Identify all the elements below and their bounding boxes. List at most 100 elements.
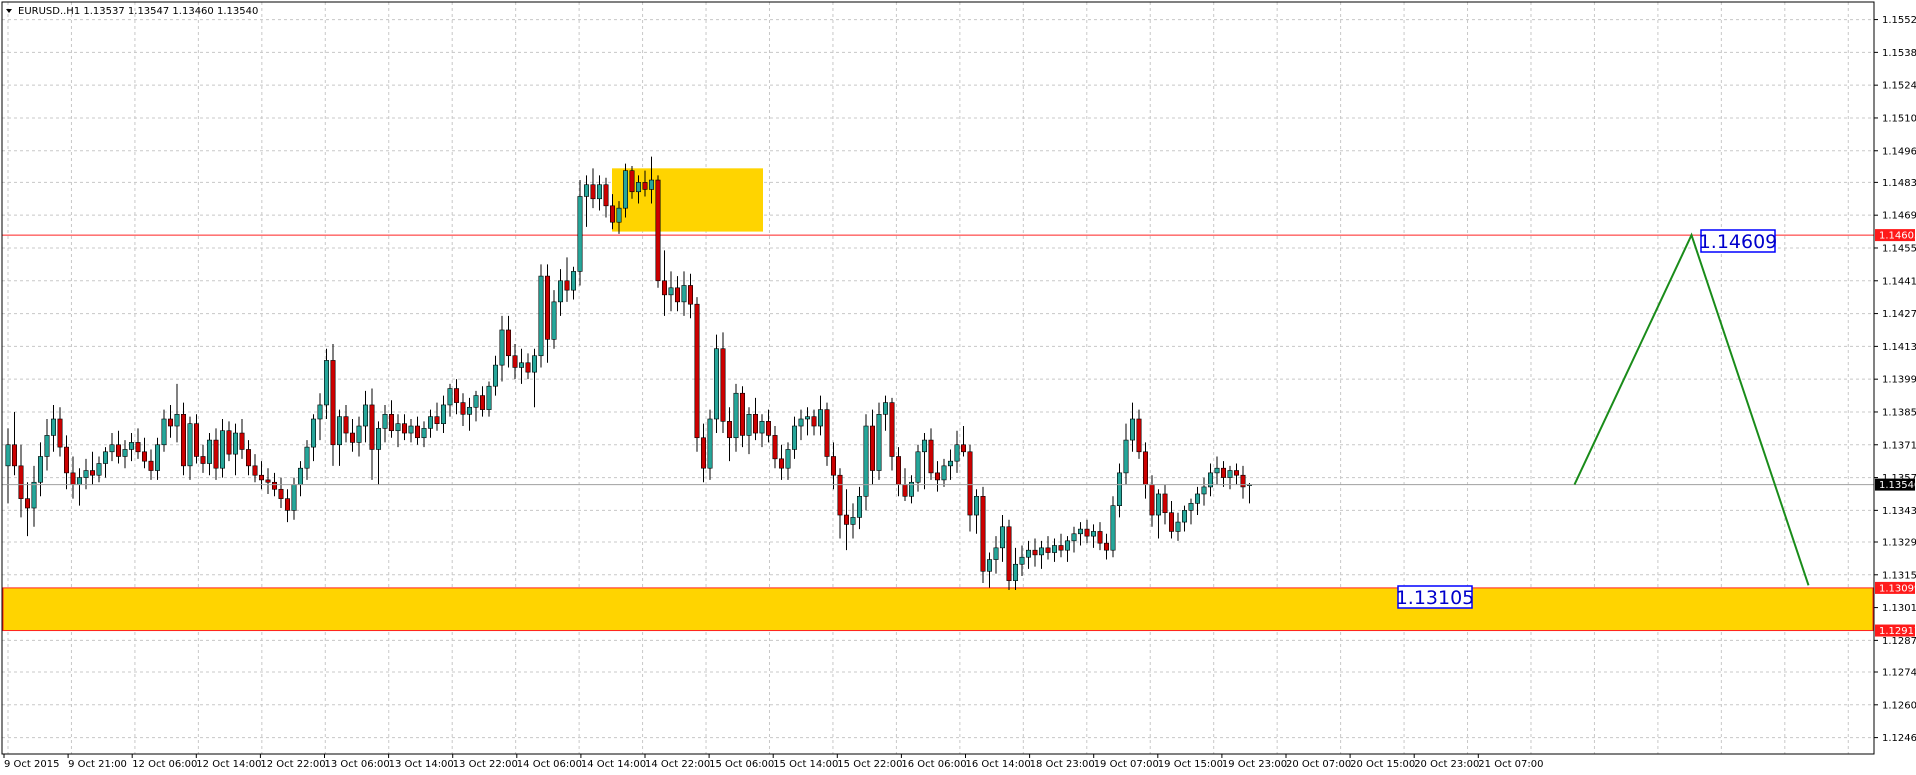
candle-body-bear: [271, 481, 277, 490]
candle-body-bull: [531, 355, 537, 373]
candle: [252, 454, 258, 483]
candle-body-bull: [551, 301, 557, 340]
candle: [1084, 519, 1090, 544]
support-demand-zone[interactable]: [2, 587, 1874, 632]
candle-body-bull: [999, 526, 1005, 549]
candle: [142, 437, 148, 469]
candle-body-bear: [1240, 474, 1246, 488]
candle-body-bear: [148, 460, 154, 471]
candle: [129, 433, 135, 462]
time-tick-label: 14 Oct 22:00: [645, 759, 710, 770]
plot-frame: [1, 1, 1875, 755]
candle-body-bull: [304, 446, 310, 469]
support-label[interactable]: 1.13105: [1396, 585, 1475, 609]
candle-body-bull: [1175, 521, 1181, 532]
candle-body-bull: [941, 465, 947, 481]
candle: [551, 290, 557, 349]
candle: [1123, 423, 1129, 485]
price-tick-label: 1.12600: [1882, 700, 1916, 711]
candle-body-bull: [876, 414, 882, 471]
candle-body-bull: [161, 418, 167, 446]
candle: [1058, 533, 1064, 558]
candle-body-bull: [668, 287, 674, 296]
candle: [1195, 486, 1201, 516]
candle: [200, 444, 206, 473]
candle: [843, 489, 849, 551]
candle-body-bull: [850, 517, 856, 525]
candle-body-bear: [960, 444, 966, 453]
candle: [661, 250, 667, 316]
candle: [323, 348, 329, 419]
support-label-text: 1.13105: [1396, 587, 1475, 609]
candle: [973, 489, 979, 534]
candle-body-bear: [687, 285, 693, 305]
candle-body-bull: [1052, 545, 1058, 553]
candle: [421, 421, 427, 448]
candle-body-bull: [583, 184, 589, 197]
candle: [863, 414, 869, 511]
candle: [668, 271, 674, 312]
candle-body-bull: [1123, 439, 1129, 474]
time-tick-label: 14 Oct 06:00: [517, 759, 582, 770]
candle-body-bear: [603, 184, 609, 207]
candle-body-bull: [473, 395, 479, 408]
candle: [122, 440, 128, 469]
resistance-label[interactable]: 1.14609: [1699, 229, 1778, 253]
candle-body-bull: [297, 467, 303, 485]
candle: [1026, 540, 1032, 569]
resistance-label-text: 1.14609: [1699, 231, 1778, 253]
candle-body-bear: [1045, 547, 1051, 553]
candle-body-bear: [967, 451, 973, 516]
candle-body-bull: [77, 477, 83, 485]
price-axis[interactable]: 1.15525 1.15385 1.15245 1.15105 1.14965 1.148…: [1874, 15, 1916, 744]
candle-body-bull: [538, 275, 544, 357]
candle: [726, 407, 732, 462]
candle: [557, 269, 563, 316]
candle: [707, 409, 713, 480]
candle: [37, 442, 43, 497]
candle: [772, 426, 778, 469]
candle-body-bear: [246, 449, 252, 467]
zone-layer: [2, 168, 1874, 632]
candle-body-bull: [863, 425, 869, 497]
candle-body-bear: [1097, 531, 1103, 544]
candle-body-bear: [226, 430, 232, 455]
candle: [609, 194, 615, 230]
candle: [603, 177, 609, 218]
candle: [681, 271, 687, 316]
candle: [804, 407, 810, 436]
triangle-down-icon[interactable]: [6, 9, 12, 13]
candle-body-bull: [96, 463, 102, 476]
projection-path[interactable]: [1573, 232, 1810, 586]
candle-body-bull: [856, 496, 862, 518]
candle-body-bull: [336, 416, 342, 446]
candle-body-bull: [447, 388, 453, 406]
candle-body-bear: [752, 414, 758, 434]
candle-body-bull: [798, 418, 804, 427]
price-tick-label: 1.13015: [1882, 603, 1916, 614]
candle: [116, 430, 122, 464]
candle: [791, 416, 797, 459]
candle-body-bear: [765, 421, 771, 436]
candle-body-bull: [1091, 531, 1097, 537]
candle: [5, 428, 11, 504]
candle-body-bull: [733, 392, 739, 439]
candle-body-bear: [609, 205, 615, 223]
candle: [1240, 465, 1246, 499]
candle: [869, 409, 875, 485]
candle: [1065, 536, 1071, 562]
candle-body-bull: [31, 481, 37, 509]
top-supply-zone[interactable]: [612, 168, 763, 232]
candle-body-bull: [155, 444, 161, 471]
candle: [1208, 463, 1214, 497]
candle: [1071, 526, 1077, 553]
candle-body-bear: [135, 442, 141, 453]
current-price-tag-bg: [1875, 478, 1915, 491]
candle: [616, 201, 622, 234]
candle: [1110, 496, 1116, 558]
candle: [187, 416, 193, 480]
candle-body-bear: [505, 329, 511, 357]
